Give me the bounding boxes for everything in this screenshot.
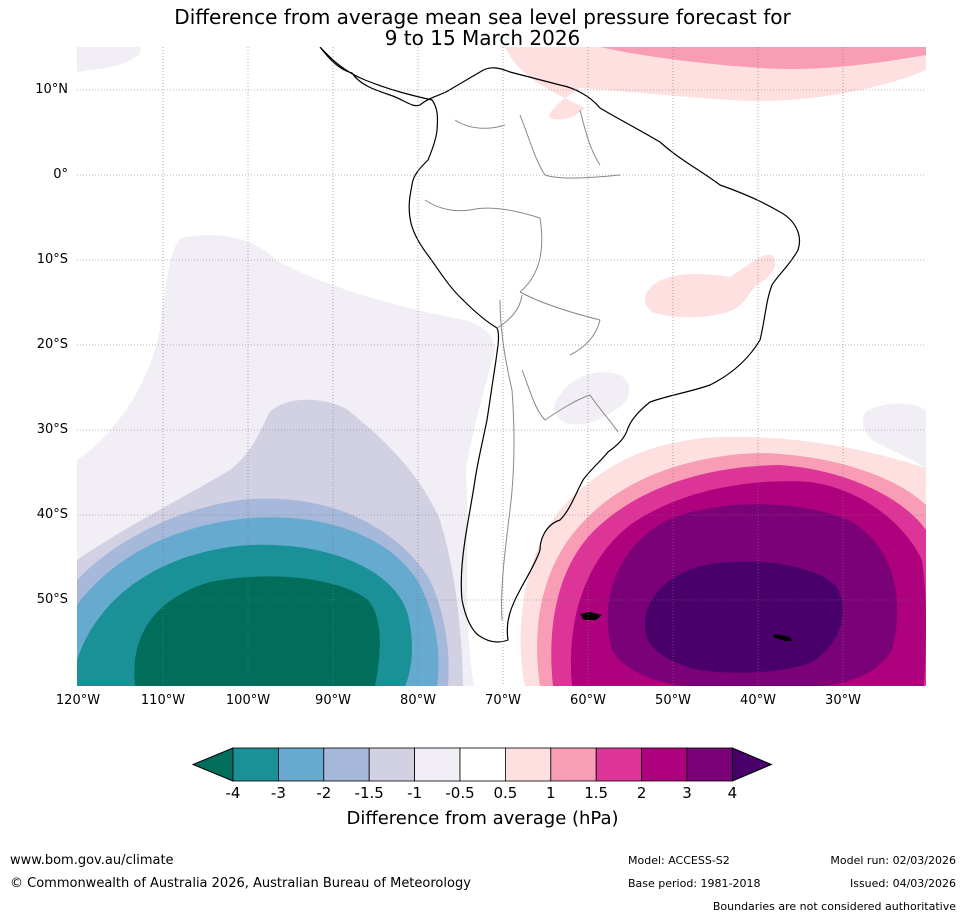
falklands — [580, 612, 602, 620]
colorbar — [191, 747, 773, 782]
colorbar-swatch — [232, 747, 279, 782]
colorbar-tick-label: -2 — [316, 784, 332, 802]
chart-title-line1: Difference from average mean sea level p… — [174, 5, 791, 29]
colorbar-swatch — [323, 747, 370, 782]
boundaries-note: Boundaries are not considered authoritat… — [712, 900, 956, 913]
colorbar-swatch — [550, 747, 597, 782]
lat-label: 30°S — [36, 422, 68, 437]
lat-label: 10°S — [36, 252, 68, 267]
colorbar-tick-label: -1.5 — [354, 784, 384, 802]
anomaly-pos-4 — [644, 561, 843, 673]
lon-label: 70°W — [485, 693, 521, 708]
colorbar-swatch — [504, 747, 552, 782]
lon-label: 100°W — [225, 693, 271, 708]
anomaly-neg-4 — [134, 576, 380, 686]
colorbar-tick-label: 1 — [546, 784, 556, 802]
lon-label: 60°W — [570, 693, 606, 708]
colorbar-tick-label: -1 — [407, 784, 423, 802]
colorbar-tick-label: 4 — [727, 784, 738, 802]
model-run-text: Model run: 02/03/2026 — [830, 854, 956, 867]
coastline — [319, 47, 801, 643]
colorbar-swatch — [595, 747, 643, 782]
colorbar-extend-low — [191, 747, 234, 782]
base-period-text: Base period: 1981-2018 — [628, 877, 761, 890]
anomaly-neg-0.5-top — [77, 47, 141, 72]
anomaly-pos-0.5-brazil — [644, 254, 776, 318]
colorbar-swatch — [414, 747, 461, 782]
lon-label: 30°W — [825, 693, 861, 708]
colorbar-swatch — [686, 747, 733, 782]
colorbar-swatch — [368, 747, 416, 782]
colorbar-tick-label: 1.5 — [584, 784, 609, 802]
lon-label: 90°W — [315, 693, 351, 708]
colorbar-tick-label: 2 — [636, 784, 647, 802]
anomaly-neg-0.5-east — [862, 403, 926, 468]
graticule — [77, 47, 926, 686]
chart-title-line2: 9 to 15 March 2026 — [384, 26, 581, 50]
colorbar-tick-label: -3 — [270, 784, 286, 802]
lat-label: 20°S — [36, 337, 68, 352]
colorbar-swatch — [459, 747, 506, 782]
colorbar-label: Difference from average (hPa) — [346, 808, 619, 829]
lat-label: 10°N — [35, 82, 68, 97]
colorbar-tick-label: 0.5 — [493, 784, 518, 802]
copyright-text: © Commonwealth of Australia 2026, Austra… — [10, 876, 471, 891]
lon-label: 80°W — [400, 693, 436, 708]
colorbar-swatch — [277, 747, 325, 782]
lon-label: 110°W — [140, 693, 186, 708]
lon-label: 40°W — [740, 693, 776, 708]
lon-label: 50°W — [655, 693, 691, 708]
colorbar-tick-label: -0.5 — [445, 784, 475, 802]
colorbar-tick-label: 3 — [682, 784, 692, 802]
lat-label: 0° — [53, 167, 68, 182]
website-link[interactable]: www.bom.gov.au/climate — [10, 853, 174, 868]
lat-label: 50°S — [36, 592, 68, 607]
lon-label: 120°W — [55, 693, 101, 708]
colorbar-extend-high — [731, 747, 773, 782]
anomaly-pos-1-north — [600, 47, 926, 69]
issued-text: Issued: 04/03/2026 — [849, 877, 956, 890]
model-text: Model: ACCESS-S2 — [628, 854, 730, 867]
lat-label: 40°S — [36, 507, 68, 522]
south-georgia — [773, 634, 793, 641]
colorbar-swatch — [641, 747, 688, 782]
colorbar-tick-label: -4 — [225, 784, 241, 802]
